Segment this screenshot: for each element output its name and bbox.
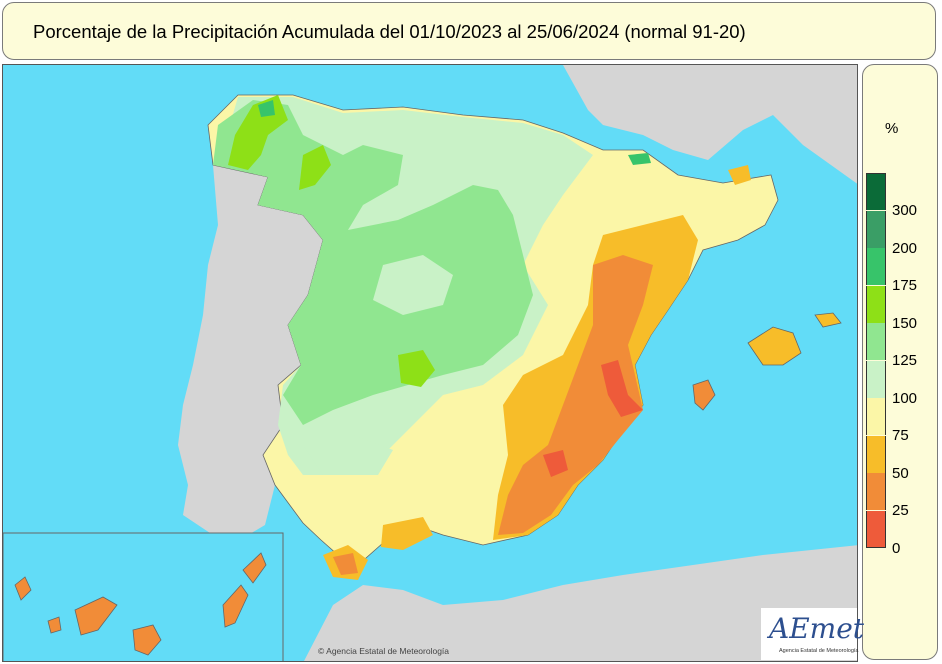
canary-island <box>14 576 32 601</box>
legend-panel: % 300 200 175 150 125 100 75 50 25 0 <box>862 64 938 660</box>
africa-landmass <box>304 545 857 661</box>
zone-175-200 <box>258 100 275 117</box>
mallorca-island <box>747 326 802 366</box>
legend-label: 50 <box>892 464 909 482</box>
copyright-notice: © Agencia Estatal de Meteorología <box>318 646 450 656</box>
legend-label: 150 <box>892 314 918 332</box>
zone-25-50 <box>498 255 653 535</box>
aemet-logo-text: AEmet <box>769 612 865 645</box>
canary-island <box>74 596 118 636</box>
aemet-logo: AEmet Agencia Estatal de Meteorología <box>761 608 864 660</box>
precipitation-map <box>3 65 857 661</box>
canary-island <box>47 616 62 634</box>
legend-label: 25 <box>892 502 909 519</box>
legend-swatch <box>866 248 886 285</box>
aemet-logo-subtitle: Agencia Estatal de Meteorología <box>779 648 859 654</box>
legend-swatch <box>866 360 886 398</box>
zone-100-125-patch <box>303 435 393 475</box>
legend-swatch <box>866 323 886 360</box>
legend-swatch <box>866 398 886 435</box>
zone-100-125-patch <box>373 255 453 315</box>
legend-label: 125 <box>892 352 918 369</box>
zone-0-25 <box>543 450 568 477</box>
map-panel <box>2 64 858 662</box>
zone-0-25 <box>601 360 643 417</box>
legend-label: 100 <box>892 389 918 407</box>
legend-unit: % <box>885 120 899 137</box>
map-title: Porcentaje de la Precipitación Acumulada… <box>33 21 746 42</box>
zone-150-175 <box>398 350 435 387</box>
zone-25-50 <box>333 553 358 575</box>
title-panel: Porcentaje de la Precipitación Acumulada… <box>2 2 936 60</box>
zone-125-150 <box>213 100 533 425</box>
legend-label: 200 <box>892 239 918 257</box>
zone-150-175 <box>299 145 331 190</box>
canary-island <box>222 584 249 628</box>
legend-swatch <box>866 173 886 210</box>
legend-swatch <box>866 210 886 248</box>
canary-island <box>242 552 267 584</box>
menorca-island <box>814 312 842 328</box>
zone-50-75 <box>381 517 433 550</box>
legend-label: 0 <box>892 539 901 557</box>
legend-swatch <box>866 435 886 473</box>
zone-175-200 <box>628 153 651 165</box>
legend-label: 300 <box>892 202 918 219</box>
france-landmass <box>563 65 857 184</box>
ibiza-island <box>692 379 716 411</box>
legend-swatch <box>866 285 886 323</box>
legend-swatch <box>866 473 886 510</box>
canary-island <box>132 624 162 656</box>
portugal-landmass <box>178 165 323 535</box>
zone-50-75 <box>728 165 751 185</box>
legend-label: 175 <box>892 277 918 294</box>
legend-swatch <box>866 510 886 548</box>
legend-label: 75 <box>892 427 909 444</box>
